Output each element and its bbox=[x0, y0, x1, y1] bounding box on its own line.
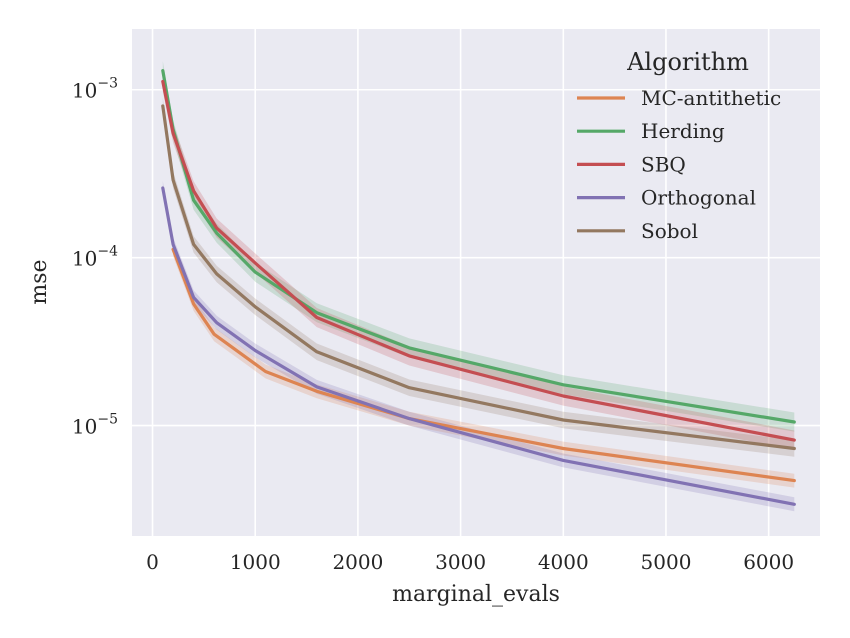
series-line-SBQ bbox=[161, 79, 796, 442]
x-tick-label: 6000 bbox=[743, 550, 794, 574]
band-Herding bbox=[162, 61, 795, 432]
legend-label: Orthogonal bbox=[641, 186, 756, 210]
grid bbox=[132, 29, 820, 536]
series-line-MC-antithetic bbox=[171, 247, 796, 483]
legend-label: Sobol bbox=[641, 219, 698, 243]
series-line-Orthogonal bbox=[161, 186, 796, 506]
legend-label: SBQ bbox=[641, 152, 686, 176]
x-tick-label: 2000 bbox=[332, 550, 383, 574]
x-tick-label: 4000 bbox=[538, 550, 589, 574]
legend-label: MC-antithetic bbox=[641, 86, 781, 110]
x-tick-labels: 0 1000 2000 3000 4000 5000 6000 bbox=[146, 550, 794, 574]
x-tick-label: 3000 bbox=[435, 550, 486, 574]
x-tick-label: 0 bbox=[146, 550, 159, 574]
legend-title: Algorithm bbox=[626, 48, 749, 76]
x-tick-label: 1000 bbox=[230, 550, 281, 574]
legend: Algorithm MC-antithetic Herding SBQ Orthogo… bbox=[577, 48, 781, 243]
y-tick-labels: 10−5 10−4 10−3 bbox=[72, 76, 118, 439]
plot-area bbox=[132, 29, 820, 536]
legend-label: Herding bbox=[641, 119, 725, 143]
y-tick-label: 10−5 bbox=[72, 412, 118, 439]
y-axis-label: mse bbox=[27, 259, 52, 304]
y-tick-label: 10−3 bbox=[72, 76, 118, 103]
y-tick-label: 10−4 bbox=[72, 244, 118, 271]
x-axis-label: marginal_evals bbox=[392, 582, 560, 607]
x-tick-label: 5000 bbox=[641, 550, 692, 574]
legend-items: MC-antithetic Herding SBQ Orthogonal Sobol bbox=[577, 86, 781, 243]
series-lines bbox=[161, 68, 796, 506]
series-line-Sobol bbox=[161, 104, 796, 451]
